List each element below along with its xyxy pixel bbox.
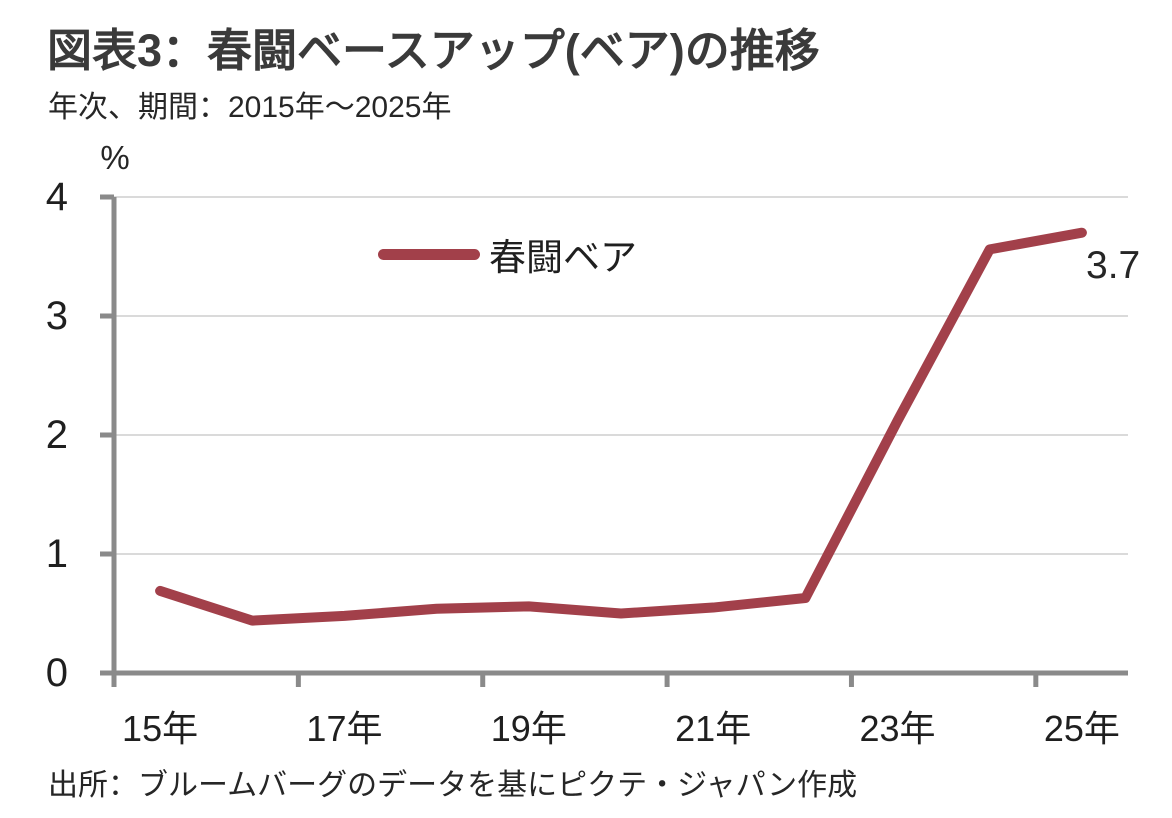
y-tick-label-4: 4	[45, 175, 68, 219]
legend: 春闘ベア	[378, 227, 637, 281]
y-axis-unit-label: %	[100, 139, 130, 176]
y-tick-label-1: 1	[45, 532, 68, 576]
x-tick-label-2015: 15年	[122, 708, 199, 749]
x-tick-label-2021: 21年	[675, 708, 752, 749]
x-tick-label-2023: 23年	[859, 708, 936, 749]
source-note: 出所：ブルームバーグのデータを基にピクテ・ジャパン作成	[48, 769, 858, 802]
last-point-data-label: 3.7	[1086, 244, 1141, 287]
legend-series-label: 春闘ベア	[489, 237, 637, 278]
chart-title: 図表3：春闘ベースアップ(ベア)の推移	[47, 25, 820, 76]
series-line-shunto-bea	[155, 227, 1087, 626]
legend-line-swatch	[378, 248, 480, 260]
x-tick-label-2025: 25年	[1043, 708, 1120, 749]
y-tick-label-2: 2	[45, 413, 68, 457]
x-tick-label-2019: 19年	[490, 708, 567, 749]
chart-subtitle: 年次、期間：2015年～2025年	[48, 91, 452, 124]
y-tick-label-3: 3	[45, 294, 68, 338]
x-tick-label-2017: 17年	[306, 708, 383, 749]
y-tick-label-0: 0	[45, 651, 68, 695]
